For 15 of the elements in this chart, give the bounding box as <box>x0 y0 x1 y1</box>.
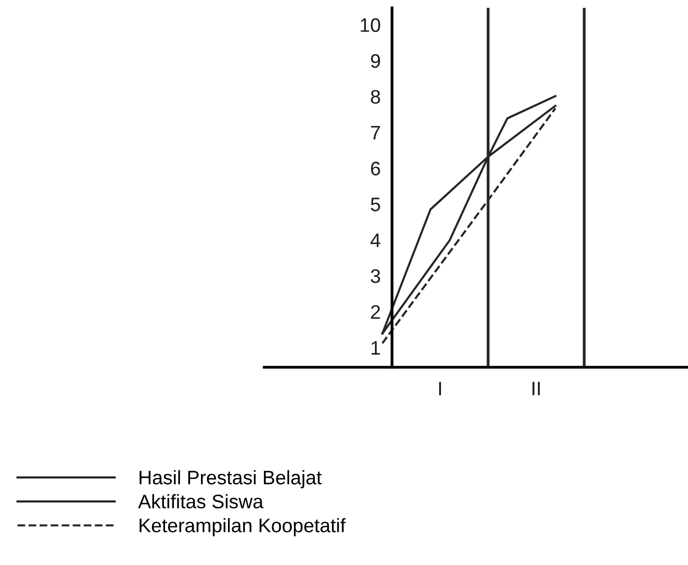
legend-label: Aktifitas Siswa <box>138 494 264 508</box>
y-tick-label: 1 <box>372 341 380 355</box>
legend-label: Keterampilan Koopetatif <box>140 518 346 536</box>
y-tick-label: 7 <box>371 126 380 140</box>
y-tick-label: 8 <box>370 90 380 104</box>
y-tick-label: 9 <box>370 54 380 68</box>
y-tick-label: 3 <box>370 269 380 284</box>
y-tick-label: 10 <box>360 18 380 32</box>
x-tick-label: II <box>532 382 540 396</box>
legend-label: Hasil Prestasi Belajat <box>140 470 322 488</box>
y-tick-label: 6 <box>371 162 380 176</box>
y-tick-label: 2 <box>371 305 380 319</box>
x-tick-label: I <box>439 382 441 396</box>
y-tick-label: 4 <box>370 234 380 247</box>
y-tick-label: 5 <box>370 198 380 212</box>
